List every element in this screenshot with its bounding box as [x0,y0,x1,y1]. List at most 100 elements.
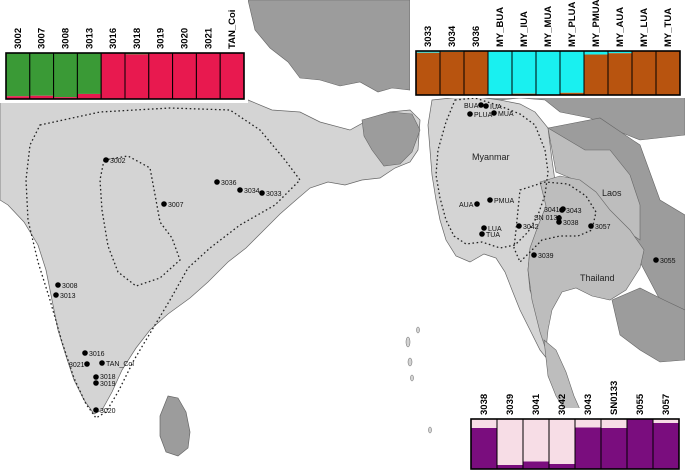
site: 3036 [214,179,237,187]
site-label: 3016 [89,351,105,358]
bar-segment-bottom [656,51,680,95]
site-label: LUA [488,226,502,233]
bar-segment-bottom [632,51,656,95]
site: SN 0133 [534,215,562,222]
andaman-islands [405,326,432,434]
site: 3021 [69,361,90,369]
bar-segment-bottom [608,53,632,95]
site: 3008 [55,282,78,290]
site-label: 3033 [266,191,282,198]
column-label: 3002 [13,28,24,49]
country-label-myanmar: Myanmar [472,152,510,162]
bar-segment-bottom [464,51,488,95]
chart-column-MY_LUA: MY_LUA [631,8,657,96]
cluster-boundaries [25,97,597,419]
bar-segment-bottom [584,54,608,95]
column-label: 3055 [635,393,646,415]
site-label: 3002 [110,158,126,165]
bar-segment-top [6,53,30,97]
column-label: 3007 [37,28,48,49]
column-label: 3008 [61,28,72,49]
column-label: 3018 [132,28,143,49]
chart-column-3055: 3055 [626,393,654,470]
bar-segment-bottom [125,54,149,99]
column-label: TAN_Coi [227,10,238,49]
site: 3016 [82,350,105,358]
column-label: 3038 [479,394,490,415]
site-label: 3038 [563,220,579,227]
bar-segment-top [560,51,584,93]
column-label: MY_BUA [495,7,506,47]
bar-segment-bottom [53,97,78,99]
site-label: 3020 [100,408,116,415]
site-label: 3021 [69,362,85,369]
site: 3055 [653,257,676,265]
site-label: 3042 [523,224,539,231]
bar-segment-top [575,419,601,428]
bar-segment-top [601,419,627,428]
column-label: MY_IUA [519,11,530,47]
bar-segment-bottom [627,419,653,469]
site-label: TUA [486,232,500,239]
bar-segment-bottom [172,53,197,99]
structure-chart-india: 3002 3007 3008 3013 3016 3018 3019 3020 3021 TAN_… [0,0,248,103]
column-label: 3041 [531,393,542,415]
site-label: 3007 [168,202,184,209]
land-cambodia [611,287,685,363]
bar-segment-top [536,51,560,95]
structure-chart-myanmar: 3033 3034 3036 MY_BUA MY_IUA MY_MUA MY_PLUA MY_… [410,0,685,98]
land-bangladesh [361,111,421,167]
column-label: MY_MUA [543,6,554,47]
site-label: IUA [490,104,502,111]
bar-segment-top [549,419,575,464]
chart-column-MY_BUA: MY_BUA [487,7,513,96]
site: TUA [479,231,500,239]
bar-segment-bottom [29,95,54,99]
column-label: 3034 [447,25,458,47]
bar-segment-top [497,419,523,465]
site-label: 3036 [221,180,237,187]
bar-segment-bottom [220,53,244,99]
column-label: MY_PMUA [591,0,602,47]
site-label: 3055 [660,258,676,265]
site: LUA [481,225,502,233]
site: 3007 [161,201,184,209]
site-label: 3008 [62,283,78,290]
bar-segment-bottom [416,52,440,95]
site: 3013 [53,292,76,300]
site: 3034 [237,187,260,195]
site: PMUA [487,197,515,205]
column-label: 3039 [505,394,516,415]
sample-sites: 3002 3036 3034 3033 3007 3008 3013 3016 … [53,102,676,415]
country-label-thailand: Thailand [580,273,615,283]
column-label: 3036 [471,26,482,47]
site-label: 3013 [60,293,76,300]
column-label: SN0133 [609,381,620,415]
chart-column-3039: 3039 [496,394,524,470]
bar-segment-bottom [523,461,549,469]
bar-segment-bottom [196,53,221,99]
site-label: 3041 [544,207,560,214]
country-label-laos: Laos [602,188,622,198]
bar-segment-bottom [77,93,102,99]
bar-segment-bottom [601,428,627,469]
site: 3038 [556,219,579,227]
chart-column-MY_MUA: MY_MUA [535,6,561,96]
bar-segment-top [416,51,440,53]
site-label: 3034 [244,188,260,195]
bar-segment-bottom [6,96,30,99]
site-label: 3043 [566,208,582,215]
chart-column-SN0133: SN0133 [600,381,628,470]
plot-frame [415,50,681,96]
site: IUA [483,103,502,111]
column-label: MY_PLUA [567,1,578,47]
column-label: 3021 [203,27,214,49]
site-label: 3019 [100,381,116,388]
column-label: 3043 [583,394,594,415]
bar-segment-top [488,51,512,95]
site: 3033 [259,190,282,198]
site: 3019 [93,380,116,388]
bar-segment-top [653,419,679,423]
site: MUA [491,110,514,118]
